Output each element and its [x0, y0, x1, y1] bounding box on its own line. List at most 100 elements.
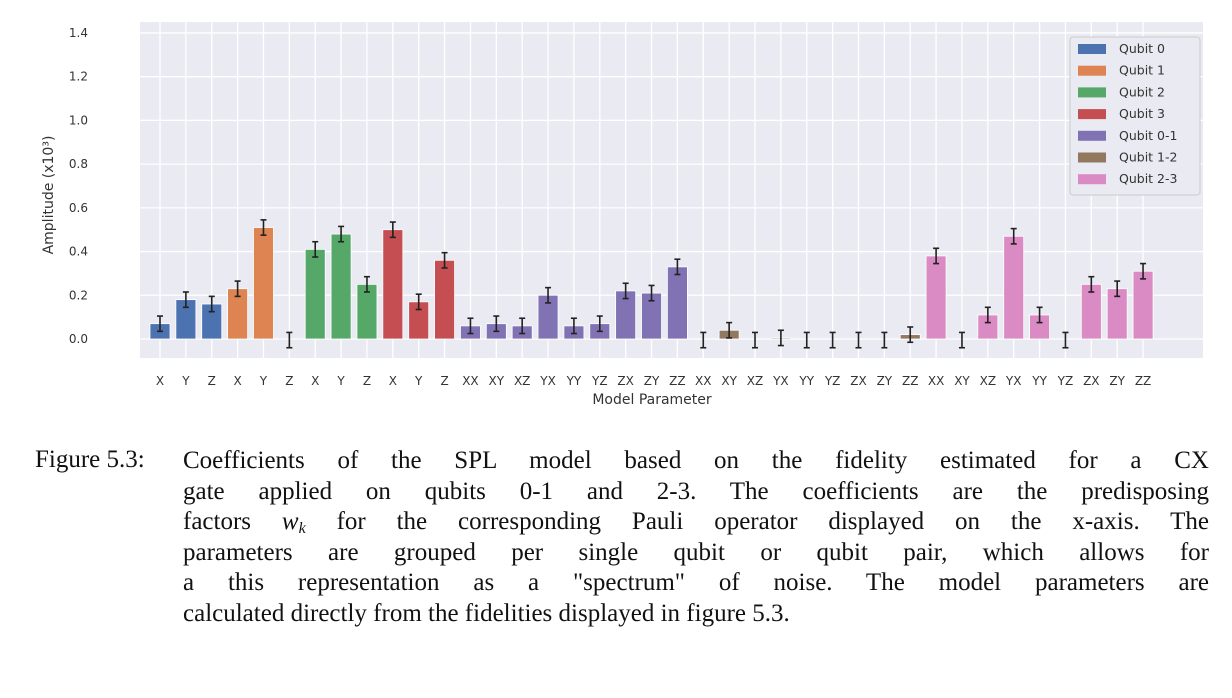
error-bar [415, 293, 422, 311]
bar-chart: 0.00.20.40.60.81.01.21.4 X Y Z X Y Z X Y Z X Y Z XX X… [41, 22, 1203, 408]
bar [1003, 235, 1025, 340]
x-tick-label: YZ [591, 374, 608, 388]
legend-label: Qubit 2-3 [1119, 171, 1177, 186]
y-tick-label: 1.0 [69, 113, 88, 127]
error-bar [803, 331, 810, 349]
legend-label: Qubit 2 [1119, 84, 1165, 99]
error-bar [907, 326, 914, 344]
x-tick-label: XZ [980, 374, 996, 388]
x-tick-label: XX [928, 374, 944, 388]
error-bar [622, 282, 629, 300]
caption-line: calculated directly from the fidelities … [183, 599, 790, 627]
y-tick-label: 0.8 [69, 157, 88, 171]
legend-swatch [1078, 87, 1106, 98]
x-tick-label: ZX [850, 374, 866, 388]
x-tick-label: XX [695, 374, 711, 388]
error-bar [726, 321, 733, 339]
x-tick-label: ZY [1109, 374, 1125, 388]
x-tick-label: ZZ [1135, 374, 1151, 388]
variable-w: w [281, 508, 299, 536]
x-tick-label: Z [363, 374, 371, 388]
error-bar [752, 331, 759, 349]
x-tick-label: Z [208, 374, 216, 388]
x-tick-label: X [233, 374, 241, 388]
bar [304, 248, 326, 340]
x-tick-label: ZY [644, 374, 660, 388]
x-tick-label: Y [414, 374, 423, 388]
x-tick-label: ZX [617, 374, 633, 388]
x-tick-label: ZY [877, 374, 893, 388]
x-tick-label: XY [489, 374, 505, 388]
error-bar [493, 315, 500, 333]
x-tick-label: X [389, 374, 397, 388]
error-bar [1036, 306, 1043, 324]
x-tick-label: XY [954, 374, 970, 388]
bar [1132, 270, 1154, 340]
caption-line: a this representation as a "spectrum" of… [183, 569, 1209, 597]
x-axis-label: Model Parameter [592, 392, 712, 408]
x-tick-label: X [311, 374, 319, 388]
error-bar [700, 331, 707, 349]
x-tick-label: YX [539, 374, 556, 388]
bar [382, 229, 404, 340]
caption-line: gate applied on qubits 0-1 and 2-3. The … [183, 477, 1209, 505]
error-bar [1062, 331, 1069, 349]
bar [925, 255, 947, 340]
legend-swatch [1078, 109, 1106, 120]
caption-label: Figure 5.3: [35, 446, 145, 473]
error-bar [596, 315, 603, 333]
legend-label: Qubit 1 [1119, 63, 1165, 78]
error-bar [519, 317, 526, 335]
x-tick-label: YY [566, 374, 582, 388]
x-tick-label: XY [721, 374, 737, 388]
x-tick-label: YX [1005, 374, 1022, 388]
legend-swatch [1078, 174, 1106, 185]
error-bar [545, 286, 552, 304]
x-tick-label: Y [259, 374, 268, 388]
caption-line: parameters are grouped per single qubit … [183, 538, 1209, 566]
legend-swatch [1078, 65, 1106, 76]
y-tick-label: 0.6 [69, 201, 88, 215]
error-bar [1088, 275, 1095, 293]
y-tick-label: 0.2 [69, 288, 88, 302]
caption-text: for the corresponding Pauli operator dis… [305, 508, 1209, 536]
bar [434, 259, 455, 340]
error-bar [570, 317, 577, 335]
legend-swatch [1078, 130, 1106, 141]
error-bar [338, 225, 345, 243]
error-bar [363, 275, 370, 293]
error-bar [933, 247, 940, 265]
error-bar [958, 331, 965, 349]
x-tick-label: XZ [514, 374, 530, 388]
bar [330, 233, 352, 340]
y-tick-label: 0.4 [69, 245, 88, 259]
y-tick-label: 1.2 [69, 70, 88, 84]
error-bar [1010, 227, 1017, 245]
bar [253, 227, 274, 340]
x-tick-label: YZ [1057, 374, 1074, 388]
error-bar [1140, 262, 1147, 280]
error-bar [467, 317, 474, 335]
error-bar [182, 291, 189, 309]
error-bar [1114, 280, 1121, 298]
x-tick-label: YZ [824, 374, 841, 388]
x-tick-label: YX [772, 374, 789, 388]
caption-text: factors [183, 508, 282, 536]
legend-label: Qubit 1-2 [1119, 150, 1177, 165]
error-bar [441, 251, 448, 269]
legend: Qubit 0 Qubit 1 Qubit 2 Qubit 3 Qubit 0-1 Qub… [1069, 36, 1201, 196]
error-bar [208, 295, 215, 313]
error-bar [312, 240, 319, 258]
error-bar [648, 284, 655, 302]
x-tick-label: YY [798, 374, 814, 388]
x-tick-label: Z [440, 374, 448, 388]
error-bar [984, 306, 991, 324]
error-bar [157, 315, 163, 333]
caption-line: factors wk for the corresponding Pauli o… [183, 507, 1209, 538]
error-bar [829, 331, 836, 349]
x-tick-label: Y [336, 374, 345, 388]
x-tick-label: ZZ [902, 374, 918, 388]
legend-swatch [1078, 44, 1106, 54]
bar [667, 266, 688, 340]
x-tick-label: Y [181, 374, 190, 388]
